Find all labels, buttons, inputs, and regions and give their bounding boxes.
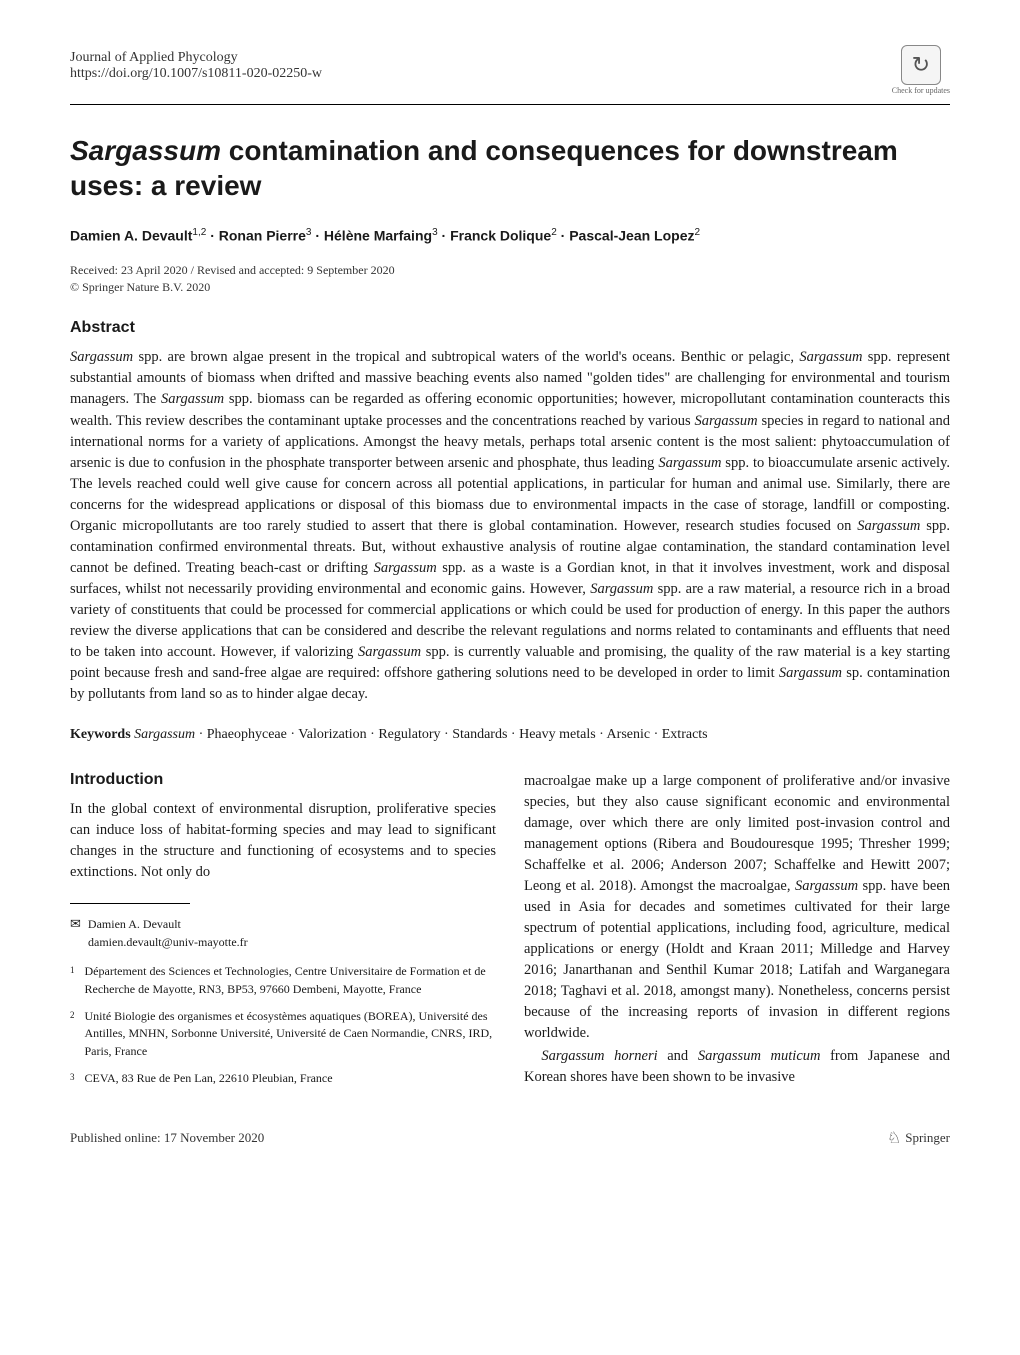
article-title: Sargassum contamination and consequences… [70, 133, 950, 203]
abstract-text: Sargassum spp. are brown algae present i… [70, 347, 950, 704]
check-updates-label: Check for updates [892, 87, 950, 96]
published-online: Published online: 17 November 2020 [70, 1130, 264, 1146]
affiliation-item: 1 Département des Sciences et Technologie… [70, 963, 496, 998]
affiliation-number: 2 [70, 1008, 75, 1060]
intro-left-text: In the global context of environmental d… [70, 799, 496, 883]
affiliation-text: CEVA, 83 Rue de Pen Lan, 22610 Pleubian,… [85, 1070, 333, 1087]
introduction-heading: Introduction [70, 771, 496, 789]
affiliation-text: Département des Sciences et Technologies… [85, 963, 497, 998]
check-updates-icon: ↻ [901, 45, 941, 85]
copyright-line: © Springer Nature B.V. 2020 [70, 280, 950, 295]
header-divider [70, 104, 950, 105]
affiliation-item: 3 CEVA, 83 Rue de Pen Lan, 22610 Pleubian… [70, 1070, 496, 1087]
keywords-text: Sargassum · Phaeophyceae · Valorization … [134, 727, 707, 742]
corresponding-name: Damien A. Devault [88, 917, 181, 931]
publication-dates: Received: 23 April 2020 / Revised and ac… [70, 263, 950, 278]
two-column-body: Introduction In the global context of en… [70, 771, 950, 1098]
header-left: Journal of Applied Phycology https://doi… [70, 50, 322, 82]
check-updates-button[interactable]: ↻ Check for updates [892, 45, 950, 96]
publisher-name: Springer [905, 1130, 950, 1146]
corresponding-email[interactable]: damien.devault@univ-mayotte.fr [88, 935, 248, 949]
affiliations-list: 1 Département des Sciences et Technologie… [70, 963, 496, 1087]
left-column: Introduction In the global context of en… [70, 771, 496, 1098]
journal-name: Journal of Applied Phycology [70, 50, 322, 66]
doi-link[interactable]: https://doi.org/10.1007/s10811-020-02250… [70, 66, 322, 82]
affiliation-text: Unité Biologie des organismes et écosyst… [85, 1008, 497, 1060]
footnotes-divider [70, 903, 190, 904]
authors-line: Damien A. Devault1,2 · Ronan Pierre3 · H… [70, 227, 950, 244]
footer-row: Published online: 17 November 2020 ♘ Spr… [70, 1128, 950, 1148]
abstract-heading: Abstract [70, 319, 950, 337]
keywords-label: Keywords [70, 727, 131, 742]
keywords-line: Keywords Sargassum · Phaeophyceae · Valo… [70, 727, 950, 743]
publisher-logo: ♘ Springer [887, 1128, 950, 1148]
springer-horse-icon: ♘ [887, 1128, 901, 1148]
intro-right-text: macroalgae make up a large component of … [524, 771, 950, 1044]
corresponding-author: ✉ Damien A. Devault damien.devault@univ-… [70, 914, 496, 952]
right-column: macroalgae make up a large component of … [524, 771, 950, 1098]
affiliation-item: 2Unité Biologie des organismes et écosys… [70, 1008, 496, 1060]
intro-right-para2: Sargassum horneri and Sargassum muticum … [524, 1046, 950, 1088]
affiliation-number: 3 [70, 1070, 75, 1087]
affiliation-number: 1 [70, 963, 75, 998]
envelope-icon: ✉ [70, 914, 81, 934]
header-row: Journal of Applied Phycology https://doi… [70, 50, 950, 96]
